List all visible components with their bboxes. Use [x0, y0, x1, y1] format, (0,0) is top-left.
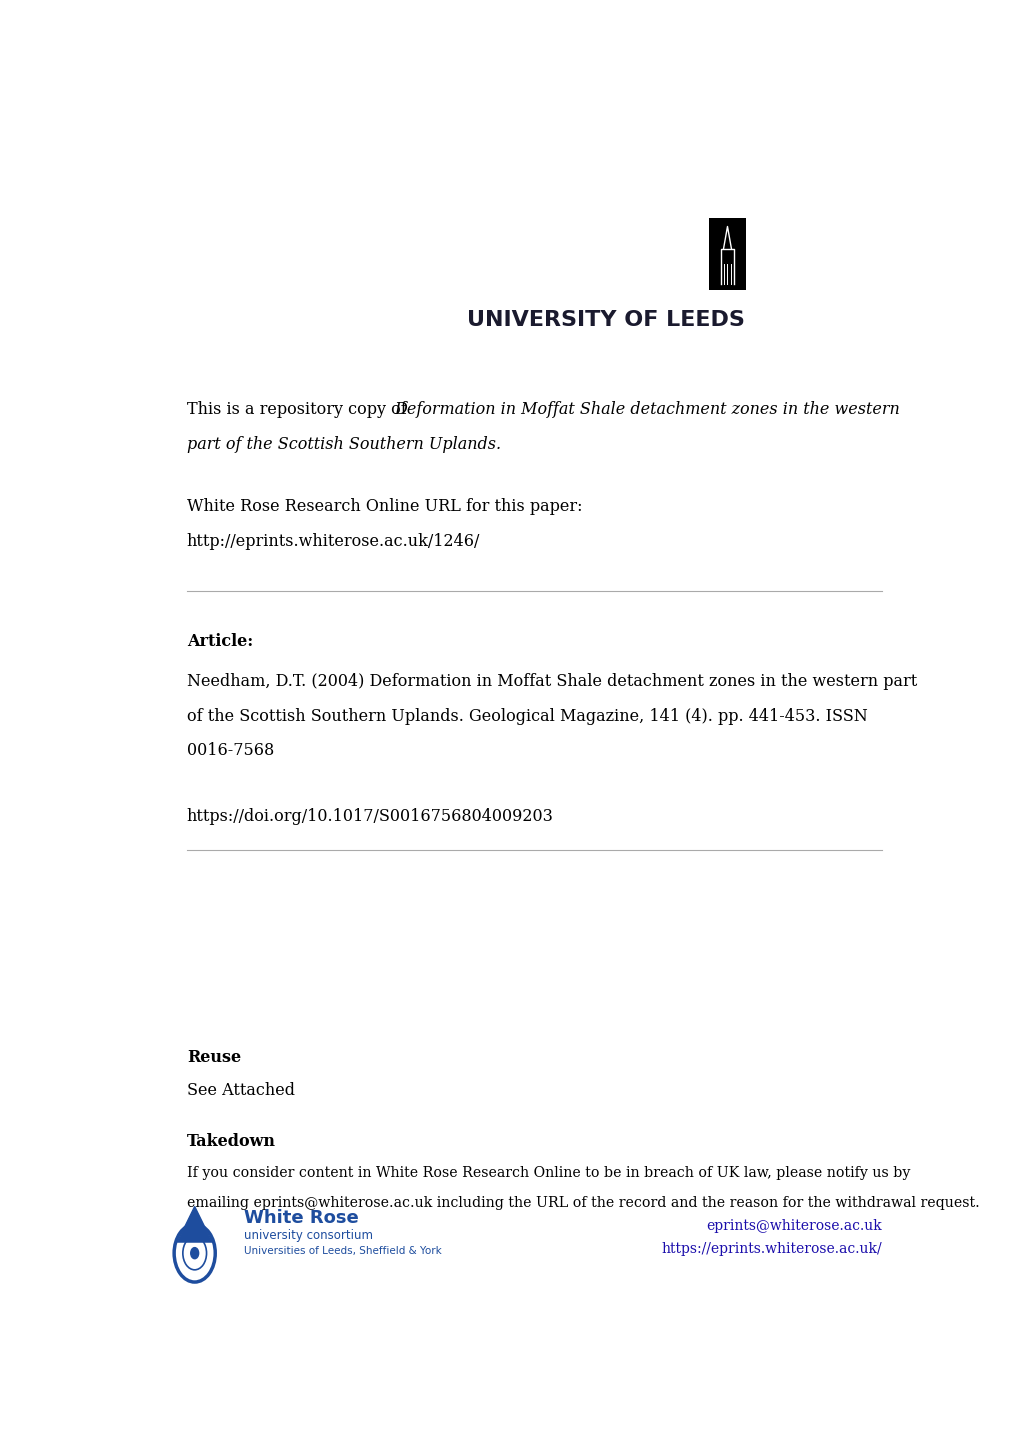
Circle shape — [191, 1248, 199, 1258]
Text: https://eprints.whiterose.ac.uk/: https://eprints.whiterose.ac.uk/ — [661, 1242, 881, 1255]
Text: of the Scottish Southern Uplands. Geological Magazine, 141 (4). pp. 441-453. ISS: of the Scottish Southern Uplands. Geolog… — [186, 707, 867, 724]
Text: White Rose Research Online URL for this paper:: White Rose Research Online URL for this … — [186, 498, 582, 515]
Text: http://eprints.whiterose.ac.uk/1246/: http://eprints.whiterose.ac.uk/1246/ — [186, 532, 480, 550]
Text: Universities of Leeds, Sheffield & York: Universities of Leeds, Sheffield & York — [245, 1245, 442, 1255]
Text: https://doi.org/10.1017/S0016756804009203: https://doi.org/10.1017/S001675680400920… — [186, 808, 553, 824]
Text: See Attached: See Attached — [186, 1082, 294, 1100]
Text: university consortium: university consortium — [245, 1229, 373, 1242]
Text: Takedown: Takedown — [186, 1133, 275, 1150]
Text: If you consider content in White Rose Research Online to be in breach of UK law,: If you consider content in White Rose Re… — [186, 1166, 909, 1180]
Text: 0016-7568: 0016-7568 — [186, 742, 274, 759]
Text: Deformation in Moffat Shale detachment zones in the western: Deformation in Moffat Shale detachment z… — [393, 401, 899, 418]
FancyBboxPatch shape — [708, 218, 746, 290]
Text: part of the Scottish Southern Uplands.: part of the Scottish Southern Uplands. — [186, 436, 500, 453]
Text: emailing eprints@whiterose.ac.uk including the URL of the record and the reason : emailing eprints@whiterose.ac.uk includi… — [186, 1196, 978, 1211]
Text: Needham, D.T. (2004) Deformation in Moffat Shale detachment zones in the western: Needham, D.T. (2004) Deformation in Moff… — [186, 674, 916, 690]
Text: Article:: Article: — [186, 633, 253, 651]
Text: White Rose: White Rose — [245, 1209, 359, 1227]
Text: Reuse: Reuse — [186, 1049, 240, 1066]
Text: UNIVERSITY OF LEEDS: UNIVERSITY OF LEEDS — [467, 310, 744, 330]
Text: eprints@whiterose.ac.uk: eprints@whiterose.ac.uk — [706, 1219, 881, 1234]
Polygon shape — [177, 1206, 212, 1242]
Text: This is a repository copy of: This is a repository copy of — [186, 401, 412, 418]
